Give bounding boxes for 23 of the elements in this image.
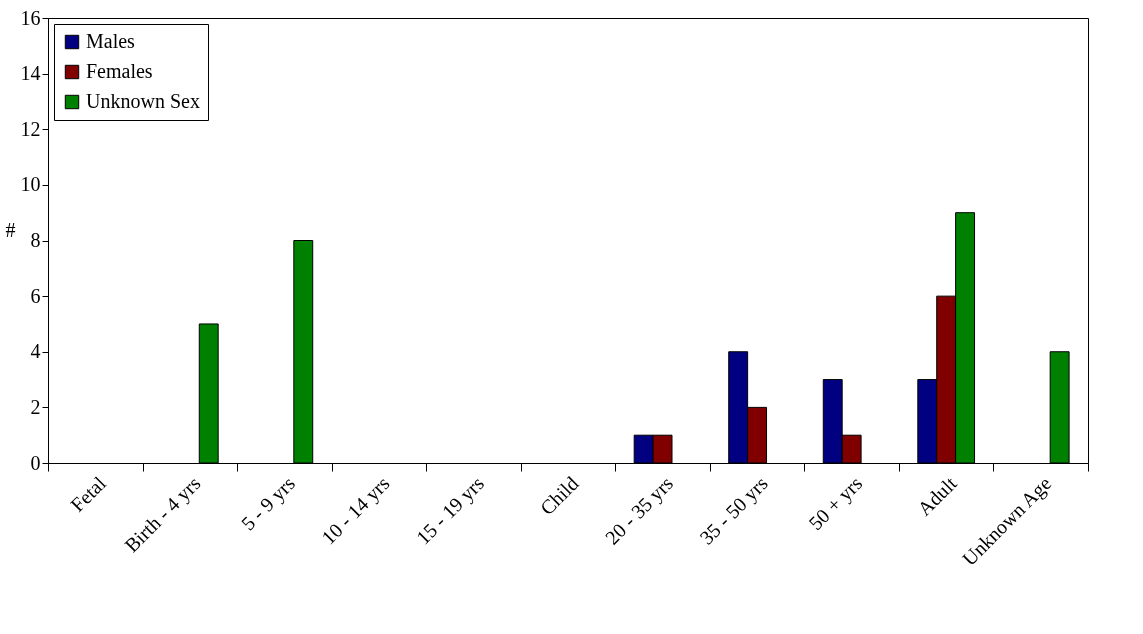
y-axis-title: #	[5, 219, 16, 241]
legend-label: Unknown Sex	[86, 90, 200, 112]
y-tick-label: 8	[30, 229, 41, 251]
x-tick-label: Birth - 4 yrs	[120, 471, 206, 558]
x-tick-label: 20 - 35 yrs	[600, 471, 679, 550]
y-tick-label: 16	[20, 6, 41, 29]
x-tick-label: 15 - 19 yrs	[411, 471, 489, 550]
y-tick-label: 6	[30, 284, 41, 307]
y-tick-label: 12	[20, 117, 41, 140]
x-tick-label: 5 - 9 yrs	[236, 471, 300, 536]
x-tick-label: 10 - 14 yrs	[317, 471, 395, 550]
y-tick-label: 14	[20, 62, 41, 85]
x-tick-label: 50 + yrs	[804, 471, 868, 535]
y-tick-label: 10	[20, 173, 41, 196]
bar	[293, 240, 314, 464]
bar	[1049, 351, 1070, 464]
legend-label: Females	[86, 60, 153, 82]
legend-label: Males	[86, 30, 136, 52]
y-tick-label: 2	[30, 395, 41, 418]
bar	[198, 323, 219, 464]
y-tick-label: 4	[30, 340, 41, 363]
y-tick-label: 0	[30, 451, 41, 474]
x-tick-label: 35 - 50 yrs	[695, 471, 773, 550]
